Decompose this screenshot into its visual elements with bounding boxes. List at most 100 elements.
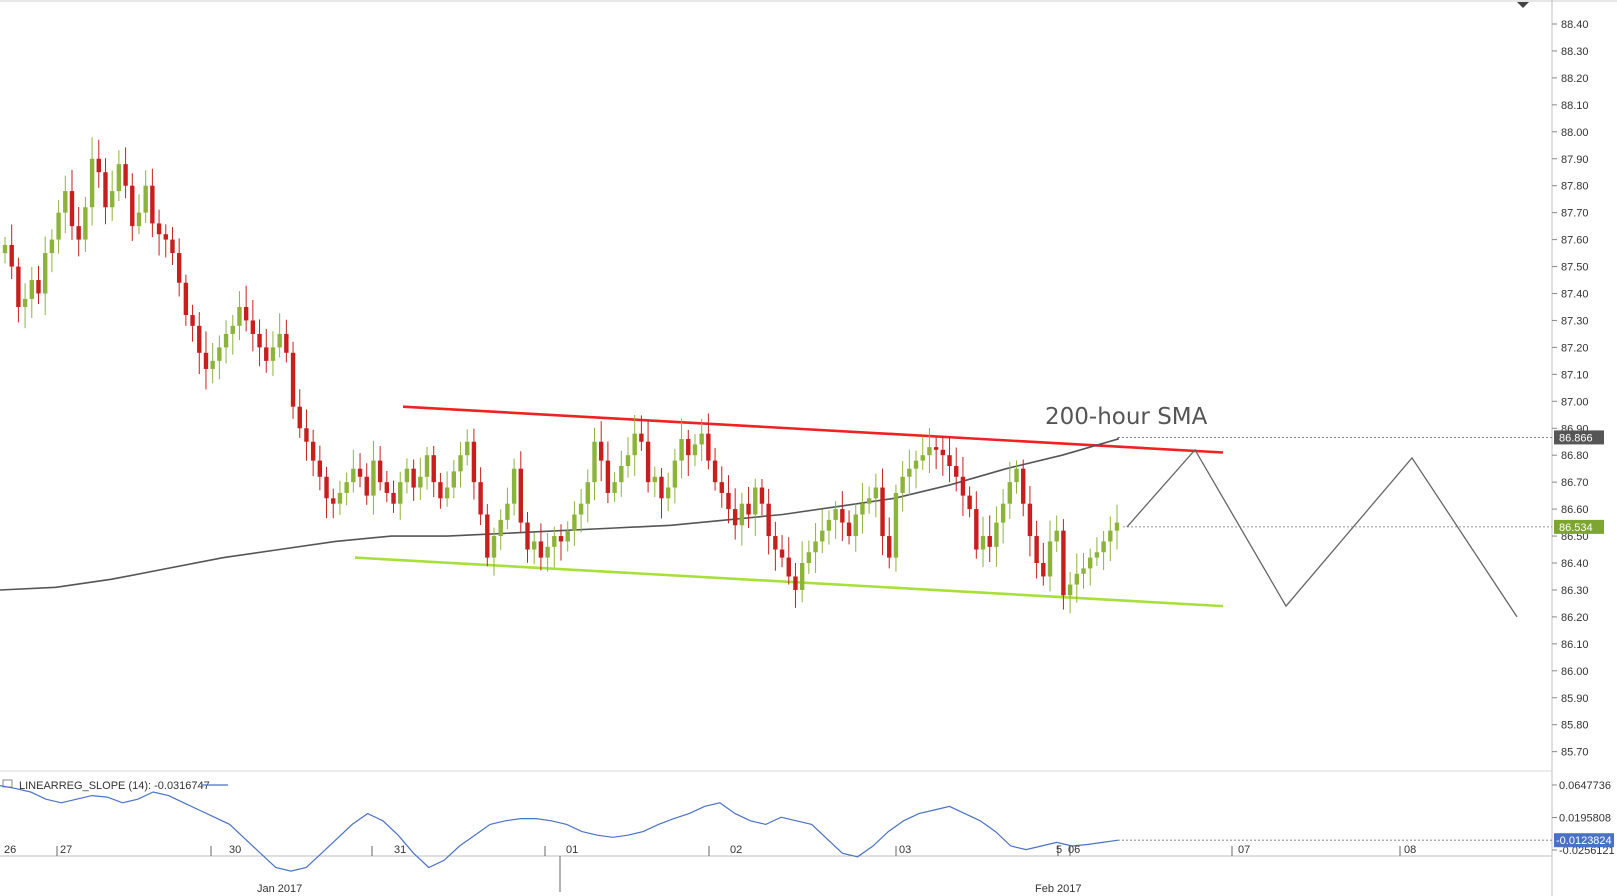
candle [913, 450, 919, 489]
candle-body [639, 433, 644, 442]
candle-body [572, 514, 577, 531]
projection-path [1126, 448, 1518, 618]
indicator-pane: LINEARREG_SLOPE (14): -0.0316747 0.06477… [0, 779, 1615, 872]
candle-body [116, 164, 122, 192]
candle-body [130, 185, 135, 227]
candle-body [337, 492, 343, 504]
collapse-arrow-icon[interactable] [1517, 2, 1529, 8]
candle [230, 315, 235, 355]
candle [1081, 552, 1086, 589]
candle [9, 224, 14, 280]
sma-line [0, 437, 1119, 591]
candle-body [384, 482, 390, 493]
month-label: Feb 2017 [1035, 883, 1081, 895]
candle-body [377, 460, 383, 483]
indicator-tick-label: -0.0256121 [1559, 845, 1615, 857]
candle [1007, 461, 1013, 519]
candle [692, 434, 698, 467]
candle-body [954, 465, 959, 477]
candle [598, 421, 604, 482]
candle-body [63, 191, 68, 213]
candle-body [197, 325, 202, 353]
candle [799, 541, 805, 603]
candle-body [799, 563, 805, 590]
candle-body [357, 468, 363, 477]
candle-body [659, 476, 664, 499]
candle [779, 535, 785, 568]
candle [679, 418, 684, 479]
candle-body [699, 433, 704, 445]
candle [337, 480, 343, 515]
candle [1101, 530, 1106, 571]
price-tick-label: 87.90 [1561, 154, 1589, 166]
candle [451, 460, 457, 499]
price-tag [1554, 430, 1604, 445]
candle [532, 532, 537, 565]
candle [223, 320, 229, 364]
candle-body [96, 158, 101, 173]
candle [438, 473, 443, 509]
candle-body [36, 280, 41, 294]
candle [270, 331, 276, 376]
candle [351, 449, 356, 493]
candle [793, 562, 798, 608]
candle-body [773, 536, 778, 550]
candle [712, 447, 718, 491]
candle-body [1081, 568, 1086, 574]
time-tick-label: 27 [60, 844, 72, 856]
candle-body [511, 468, 517, 504]
candle-body [317, 460, 323, 477]
candle-body [598, 441, 604, 461]
candle [612, 472, 617, 502]
candle [786, 537, 791, 585]
candle-body [933, 447, 939, 450]
candle-body [766, 503, 771, 537]
candle-body [960, 476, 966, 496]
candle-body [237, 306, 242, 326]
price-tick-label: 87.80 [1561, 181, 1589, 193]
time-tick-label: 07 [1238, 844, 1250, 856]
candle-body [525, 522, 530, 550]
candle-body [920, 455, 925, 461]
candle-body [331, 498, 336, 504]
price-tick-label: 86.50 [1561, 531, 1589, 543]
candle-body [505, 503, 510, 520]
candle [384, 471, 390, 503]
candle-body [364, 476, 369, 496]
candle [625, 437, 631, 478]
candle-body [974, 509, 979, 550]
candle-body [203, 352, 209, 369]
candle [478, 467, 483, 526]
candle-body [290, 352, 296, 407]
candle-body [913, 460, 919, 469]
candle-body [1061, 530, 1066, 596]
candle [1027, 486, 1033, 557]
candle-body [1088, 557, 1093, 569]
candle-body [491, 536, 497, 558]
candle [123, 147, 128, 199]
candle-body [1034, 536, 1039, 563]
candle-body [565, 530, 570, 542]
candle [183, 274, 189, 326]
candle-body [170, 239, 175, 254]
candle-body [257, 333, 262, 348]
candle-body [9, 244, 14, 267]
candle [900, 461, 905, 512]
candle-body [183, 282, 189, 316]
time-tick-label: 26 [4, 844, 16, 856]
candle [217, 335, 222, 380]
price-axis: 88.40 88.30 88.20 88.10 88.00 87.90 87.80 87.70… [1552, 19, 1589, 759]
candle [1054, 515, 1059, 552]
price-tick-label: 87.10 [1561, 369, 1589, 381]
candle-body [840, 509, 845, 523]
candle [552, 526, 557, 568]
candle-body [1007, 482, 1013, 504]
candle-body [83, 207, 88, 240]
price-tick-label: 87.40 [1561, 289, 1589, 301]
candle [143, 170, 148, 223]
candle [706, 413, 711, 470]
candle-body [887, 536, 892, 558]
candle [880, 468, 885, 556]
candle [732, 488, 738, 540]
price-tick-label: 85.90 [1561, 693, 1589, 705]
